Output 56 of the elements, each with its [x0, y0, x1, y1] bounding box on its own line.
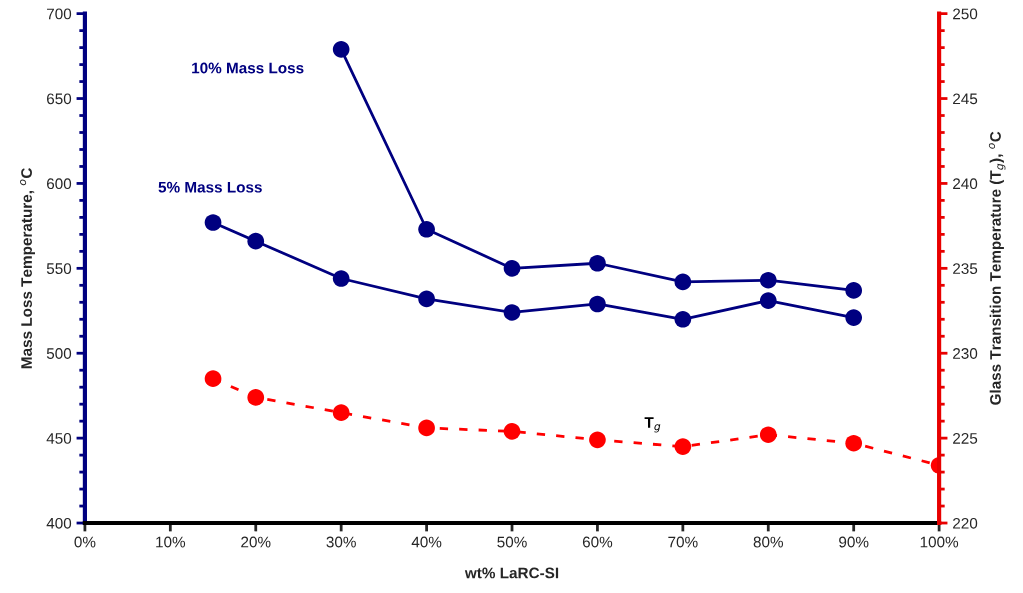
- point: [247, 232, 265, 250]
- y2-tick-label: 220: [953, 517, 978, 529]
- series-label: 5% Mass Loss: [158, 181, 262, 193]
- x-tick-label: 60%: [582, 536, 613, 548]
- y2-tick-label: 230: [953, 348, 978, 359]
- x-tick-label: 20%: [241, 536, 271, 548]
- x-tick-label: 10%: [156, 536, 186, 548]
- x-tick-label: 70%: [668, 536, 698, 548]
- point: [503, 260, 521, 277]
- point: [204, 370, 222, 388]
- y-tick-label: 550: [46, 263, 72, 275]
- y-tick-label: 700: [47, 8, 72, 20]
- y2-axis-title: Glass Transition Temperature (T$_{g}$), $^{o}$C: [988, 131, 1006, 405]
- point: [247, 389, 265, 406]
- x-tick-label: 50%: [497, 536, 527, 548]
- point: [589, 431, 606, 449]
- point: [332, 270, 350, 287]
- point: [759, 292, 777, 309]
- point: [674, 273, 692, 291]
- x-tick-label: 100%: [920, 536, 959, 548]
- x-axis-title: wt% LaRC-SI: [464, 567, 559, 579]
- y-tick-label: 500: [46, 348, 72, 359]
- y2-tick-label: 235: [953, 263, 978, 275]
- point: [674, 438, 692, 455]
- point: [418, 290, 435, 308]
- point: [589, 295, 606, 313]
- x-tick-label: 30%: [326, 536, 356, 548]
- text: 10% Mass Loss: [192, 62, 304, 74]
- point: [204, 214, 222, 231]
- point: [418, 220, 435, 238]
- y2-tick-label: 225: [953, 433, 978, 444]
- x-tick-label: 90%: [839, 536, 869, 548]
- y2-tick-label: 250: [953, 8, 978, 20]
- point: [332, 404, 350, 421]
- series-label: T$_{g}$: [644, 417, 661, 433]
- point: [503, 423, 521, 440]
- y-tick-label: 450: [46, 433, 72, 444]
- point: [845, 282, 863, 299]
- point: [589, 254, 606, 272]
- y2-tick-label: 240: [953, 178, 978, 190]
- point: [759, 426, 777, 444]
- point: [332, 40, 350, 58]
- point: [759, 271, 777, 289]
- point: [418, 419, 435, 437]
- point: [845, 309, 863, 326]
- y2-tick-label: 245: [953, 93, 978, 105]
- x-tick-label: 80%: [753, 536, 784, 548]
- point: [503, 304, 521, 321]
- y-tick-label: 650: [47, 93, 72, 105]
- x-tick-label: 0%: [74, 536, 96, 548]
- x-tick-label: 40%: [411, 536, 442, 548]
- point: [845, 434, 863, 452]
- y-tick-label: 400: [46, 517, 72, 529]
- y-tick-label: 600: [47, 178, 72, 190]
- y-axis-title: Mass Loss Temperature, $^{o}$C: [19, 168, 35, 369]
- point: [674, 310, 692, 328]
